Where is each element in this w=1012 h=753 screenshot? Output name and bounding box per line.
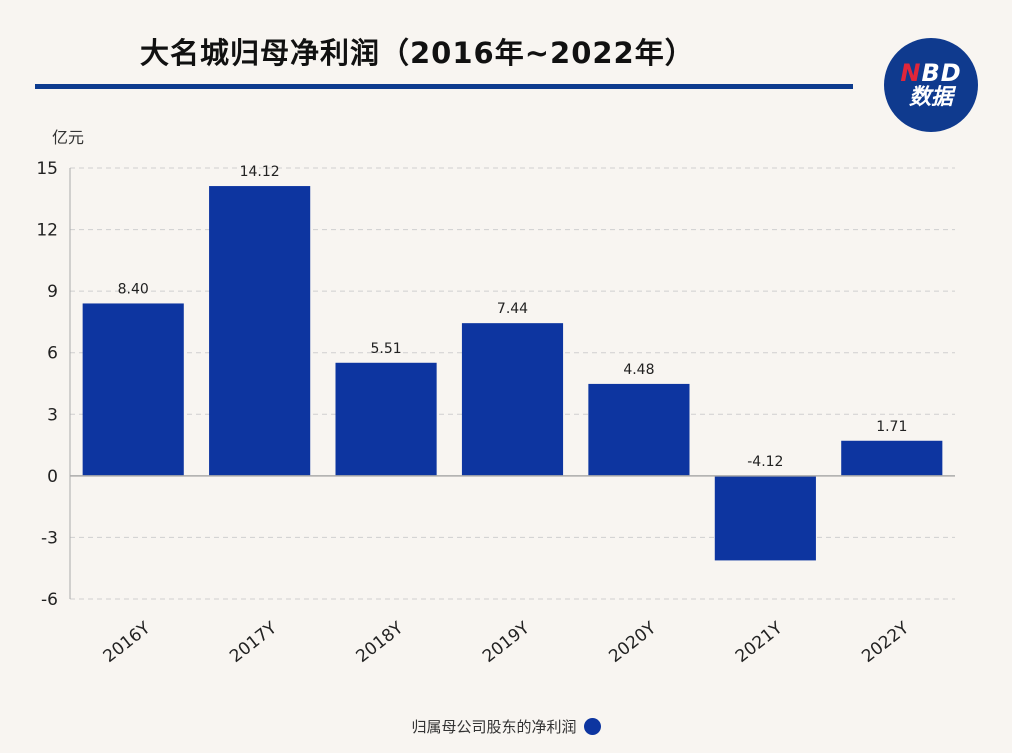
legend: 归属母公司股东的净利润 [0,716,1012,737]
data-label: 5.51 [370,341,401,357]
bar [209,186,311,476]
bar [714,475,816,561]
x-tick-label: 2016Y [100,618,155,667]
bar [335,362,437,476]
y-tick-label: 3 [47,405,58,425]
data-label: 14.12 [240,164,280,180]
legend-swatch-icon [583,718,601,735]
bar [588,383,690,476]
y-tick-label: 6 [47,344,58,364]
data-label: 8.40 [118,281,149,297]
data-label: -4.12 [747,454,783,470]
y-axis-label: 亿元 [52,128,84,147]
bar-chart: 亿元 -6 -3 0 3 6 9 12 15 8.40 2016Y 14.12 2017Y 5.51 201… [36,128,955,667]
data-label: 1.71 [876,419,907,435]
x-tick-label: 2020Y [605,618,660,667]
x-tick-label: 2022Y [858,618,913,667]
title-underline [35,84,853,89]
y-tick-label: 15 [36,159,58,179]
y-tick-label: 0 [47,467,58,487]
y-tick-label: 12 [36,221,58,241]
x-tick-label: 2018Y [353,618,408,667]
chart-title: 大名城归母净利润（2016年~2022年） [140,36,695,70]
x-tick-label: 2019Y [479,618,534,667]
data-label: 7.44 [497,301,528,317]
nbd-logo: NBD 数据 [884,38,978,132]
bar [461,323,564,476]
y-tick-label: 9 [47,282,58,302]
y-tick-label: -3 [41,528,58,548]
x-tick-label: 2017Y [226,618,281,667]
bar [841,440,943,476]
x-tick-label: 2021Y [732,618,787,667]
legend-label: 归属母公司股东的净利润 [411,718,577,736]
bar [82,303,184,476]
data-label: 4.48 [623,362,654,378]
logo-line-1: NBD [900,58,962,87]
logo-line-2: 数据 [908,85,953,111]
y-tick-label: -6 [41,590,58,610]
